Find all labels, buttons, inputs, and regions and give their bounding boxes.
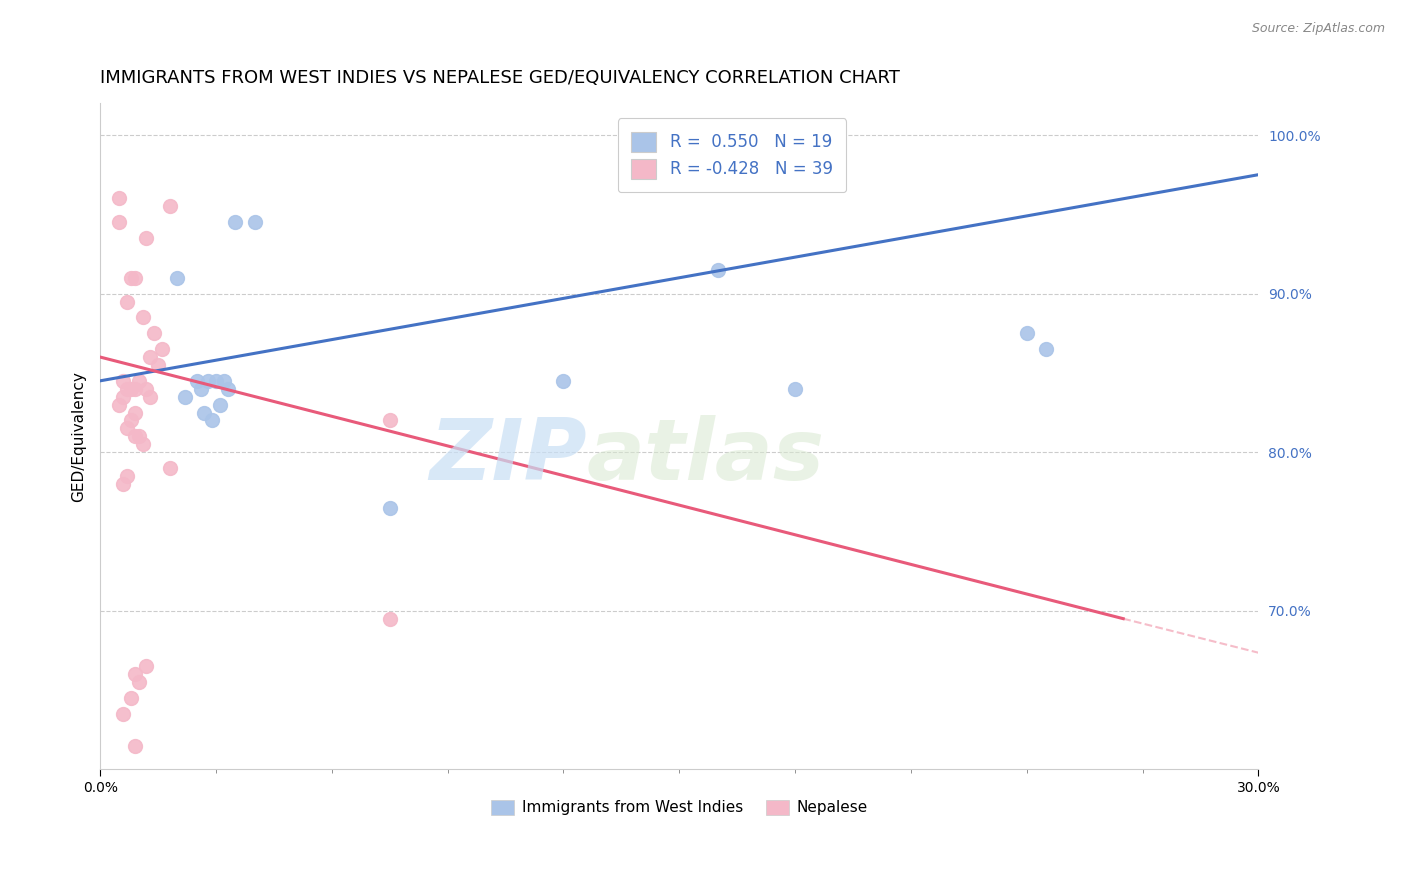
Point (205, 374, 228, 388)
Point (124, 739, 146, 753)
Point (378, 612, 401, 626)
Point (1035, 342, 1057, 356)
Point (120, 413, 142, 427)
Point (224, 215, 246, 229)
Point (143, 326, 166, 341)
Point (217, 382, 239, 396)
Point (115, 469, 138, 483)
Point (243, 215, 266, 229)
Point (174, 390, 197, 404)
Point (115, 294, 138, 309)
Point (159, 461, 181, 475)
Point (124, 270, 146, 285)
Point (112, 476, 135, 491)
Point (120, 690, 142, 705)
Point (128, 374, 150, 388)
Point (115, 770, 138, 784)
Point (108, 215, 131, 229)
Point (124, 382, 146, 396)
Point (212, 374, 235, 388)
Text: Source: ZipAtlas.com: Source: ZipAtlas.com (1251, 22, 1385, 36)
Text: IMMIGRANTS FROM WEST INDIES VS NEPALESE GED/EQUIVALENCY CORRELATION CHART: IMMIGRANTS FROM WEST INDIES VS NEPALESE … (100, 69, 900, 87)
Point (124, 405, 146, 419)
Point (139, 390, 162, 404)
Point (115, 421, 138, 435)
Point (146, 358, 169, 372)
Point (135, 231, 157, 245)
Point (120, 270, 142, 285)
Point (197, 374, 219, 388)
Point (139, 350, 162, 364)
Point (124, 667, 146, 681)
Text: ZIP: ZIP (429, 415, 586, 498)
Point (208, 398, 231, 412)
Point (190, 382, 212, 396)
Point (378, 413, 401, 427)
Point (186, 374, 208, 388)
Point (553, 374, 575, 388)
Legend: Immigrants from West Indies, Nepalese: Immigrants from West Indies, Nepalese (485, 793, 873, 822)
Point (1015, 326, 1038, 341)
Point (112, 374, 135, 388)
Y-axis label: GED/Equivalency: GED/Equivalency (72, 371, 86, 502)
Point (108, 192, 131, 206)
Text: atlas: atlas (586, 415, 825, 498)
Point (131, 310, 153, 325)
Point (378, 500, 401, 515)
Point (112, 390, 135, 404)
Point (128, 675, 150, 690)
Point (112, 706, 135, 721)
Point (108, 398, 131, 412)
Point (131, 437, 153, 451)
Point (124, 429, 146, 443)
Point (201, 413, 224, 427)
Point (128, 429, 150, 443)
Point (193, 405, 215, 419)
Point (135, 659, 157, 673)
Point (707, 263, 730, 277)
Point (115, 382, 138, 396)
Point (159, 199, 181, 213)
Point (783, 382, 806, 396)
Point (120, 382, 142, 396)
Point (135, 382, 157, 396)
Point (166, 270, 188, 285)
Point (150, 342, 173, 356)
